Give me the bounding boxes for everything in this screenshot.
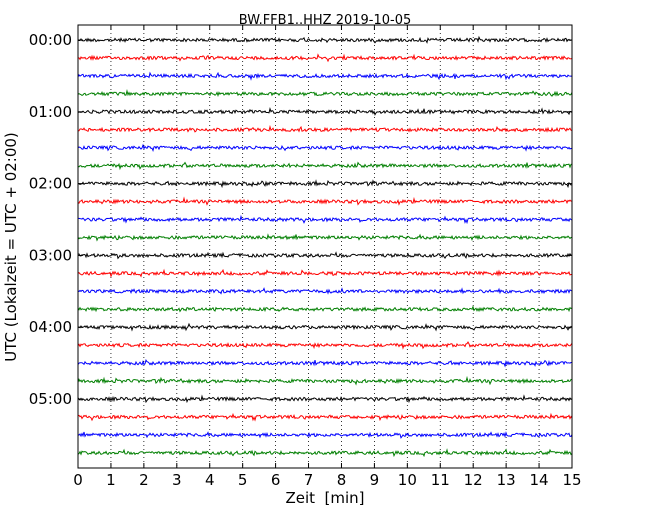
y-tick-label: 04:00: [29, 318, 72, 336]
y-tick-label: 05:00: [29, 390, 72, 408]
plot-frame: [77, 24, 573, 469]
y-tick-label: 01:00: [29, 103, 72, 121]
y-tick-label: 00:00: [29, 31, 72, 49]
grid-lines: [110, 25, 540, 468]
trace-0415: [77, 341, 573, 350]
x-tick-label: 7: [304, 471, 314, 489]
trace-0200: [77, 179, 573, 189]
trace-0315: [77, 268, 573, 278]
trace-0045: [77, 89, 573, 97]
x-tick-label: 0: [73, 471, 83, 489]
trace-0245: [77, 233, 573, 242]
trace-0300: [77, 251, 573, 260]
seismic-traces: [77, 35, 573, 458]
trace-0530: [77, 431, 573, 439]
trace-0115: [77, 124, 573, 133]
trace-0130: [77, 143, 573, 152]
x-tick-label: 11: [431, 471, 450, 489]
x-tick-label: 15: [562, 471, 581, 489]
trace-0430: [77, 358, 573, 368]
y-axis-label: UTC (Lokalzeit = UTC + 02:00): [2, 132, 20, 362]
x-axis-label: Zeit [min]: [285, 489, 364, 507]
x-tick-label: 3: [172, 471, 182, 489]
y-tick-label: 03:00: [29, 246, 72, 264]
x-tick-label: 8: [337, 471, 347, 489]
x-tick-label: 14: [530, 471, 549, 489]
trace-0500: [77, 394, 573, 404]
y-tick-label: 02:00: [29, 175, 72, 193]
trace-0015: [77, 53, 573, 63]
x-tick-label: 9: [370, 471, 380, 489]
trace-0345: [77, 305, 573, 313]
trace-0100: [77, 107, 573, 116]
trace-0330: [77, 287, 573, 295]
axis-ticks: 0 1 2 3 4 5 6 7 8 9 10 11 12 13 14 1500:0001:0002:0003:…: [29, 25, 582, 489]
trace-0545: [77, 448, 573, 458]
x-tick-label: 2: [139, 471, 149, 489]
trace-0400: [77, 322, 573, 332]
trace-0215: [77, 196, 573, 206]
trace-0030: [77, 71, 573, 81]
trace-0515: [77, 412, 573, 422]
x-tick-label: 13: [497, 471, 516, 489]
x-tick-label: 12: [464, 471, 483, 489]
trace-0000: [77, 35, 573, 44]
x-tick-label: 10: [398, 471, 417, 489]
x-tick-label: 5: [238, 471, 248, 489]
trace-0145: [77, 161, 573, 171]
trace-0230: [77, 214, 573, 225]
chart-title: BW.FFB1..HHZ 2019-10-05: [239, 13, 412, 28]
trace-0445: [77, 375, 573, 386]
x-tick-label: 1: [106, 471, 116, 489]
x-tick-label: 6: [271, 471, 281, 489]
x-tick-label: 4: [205, 471, 215, 489]
